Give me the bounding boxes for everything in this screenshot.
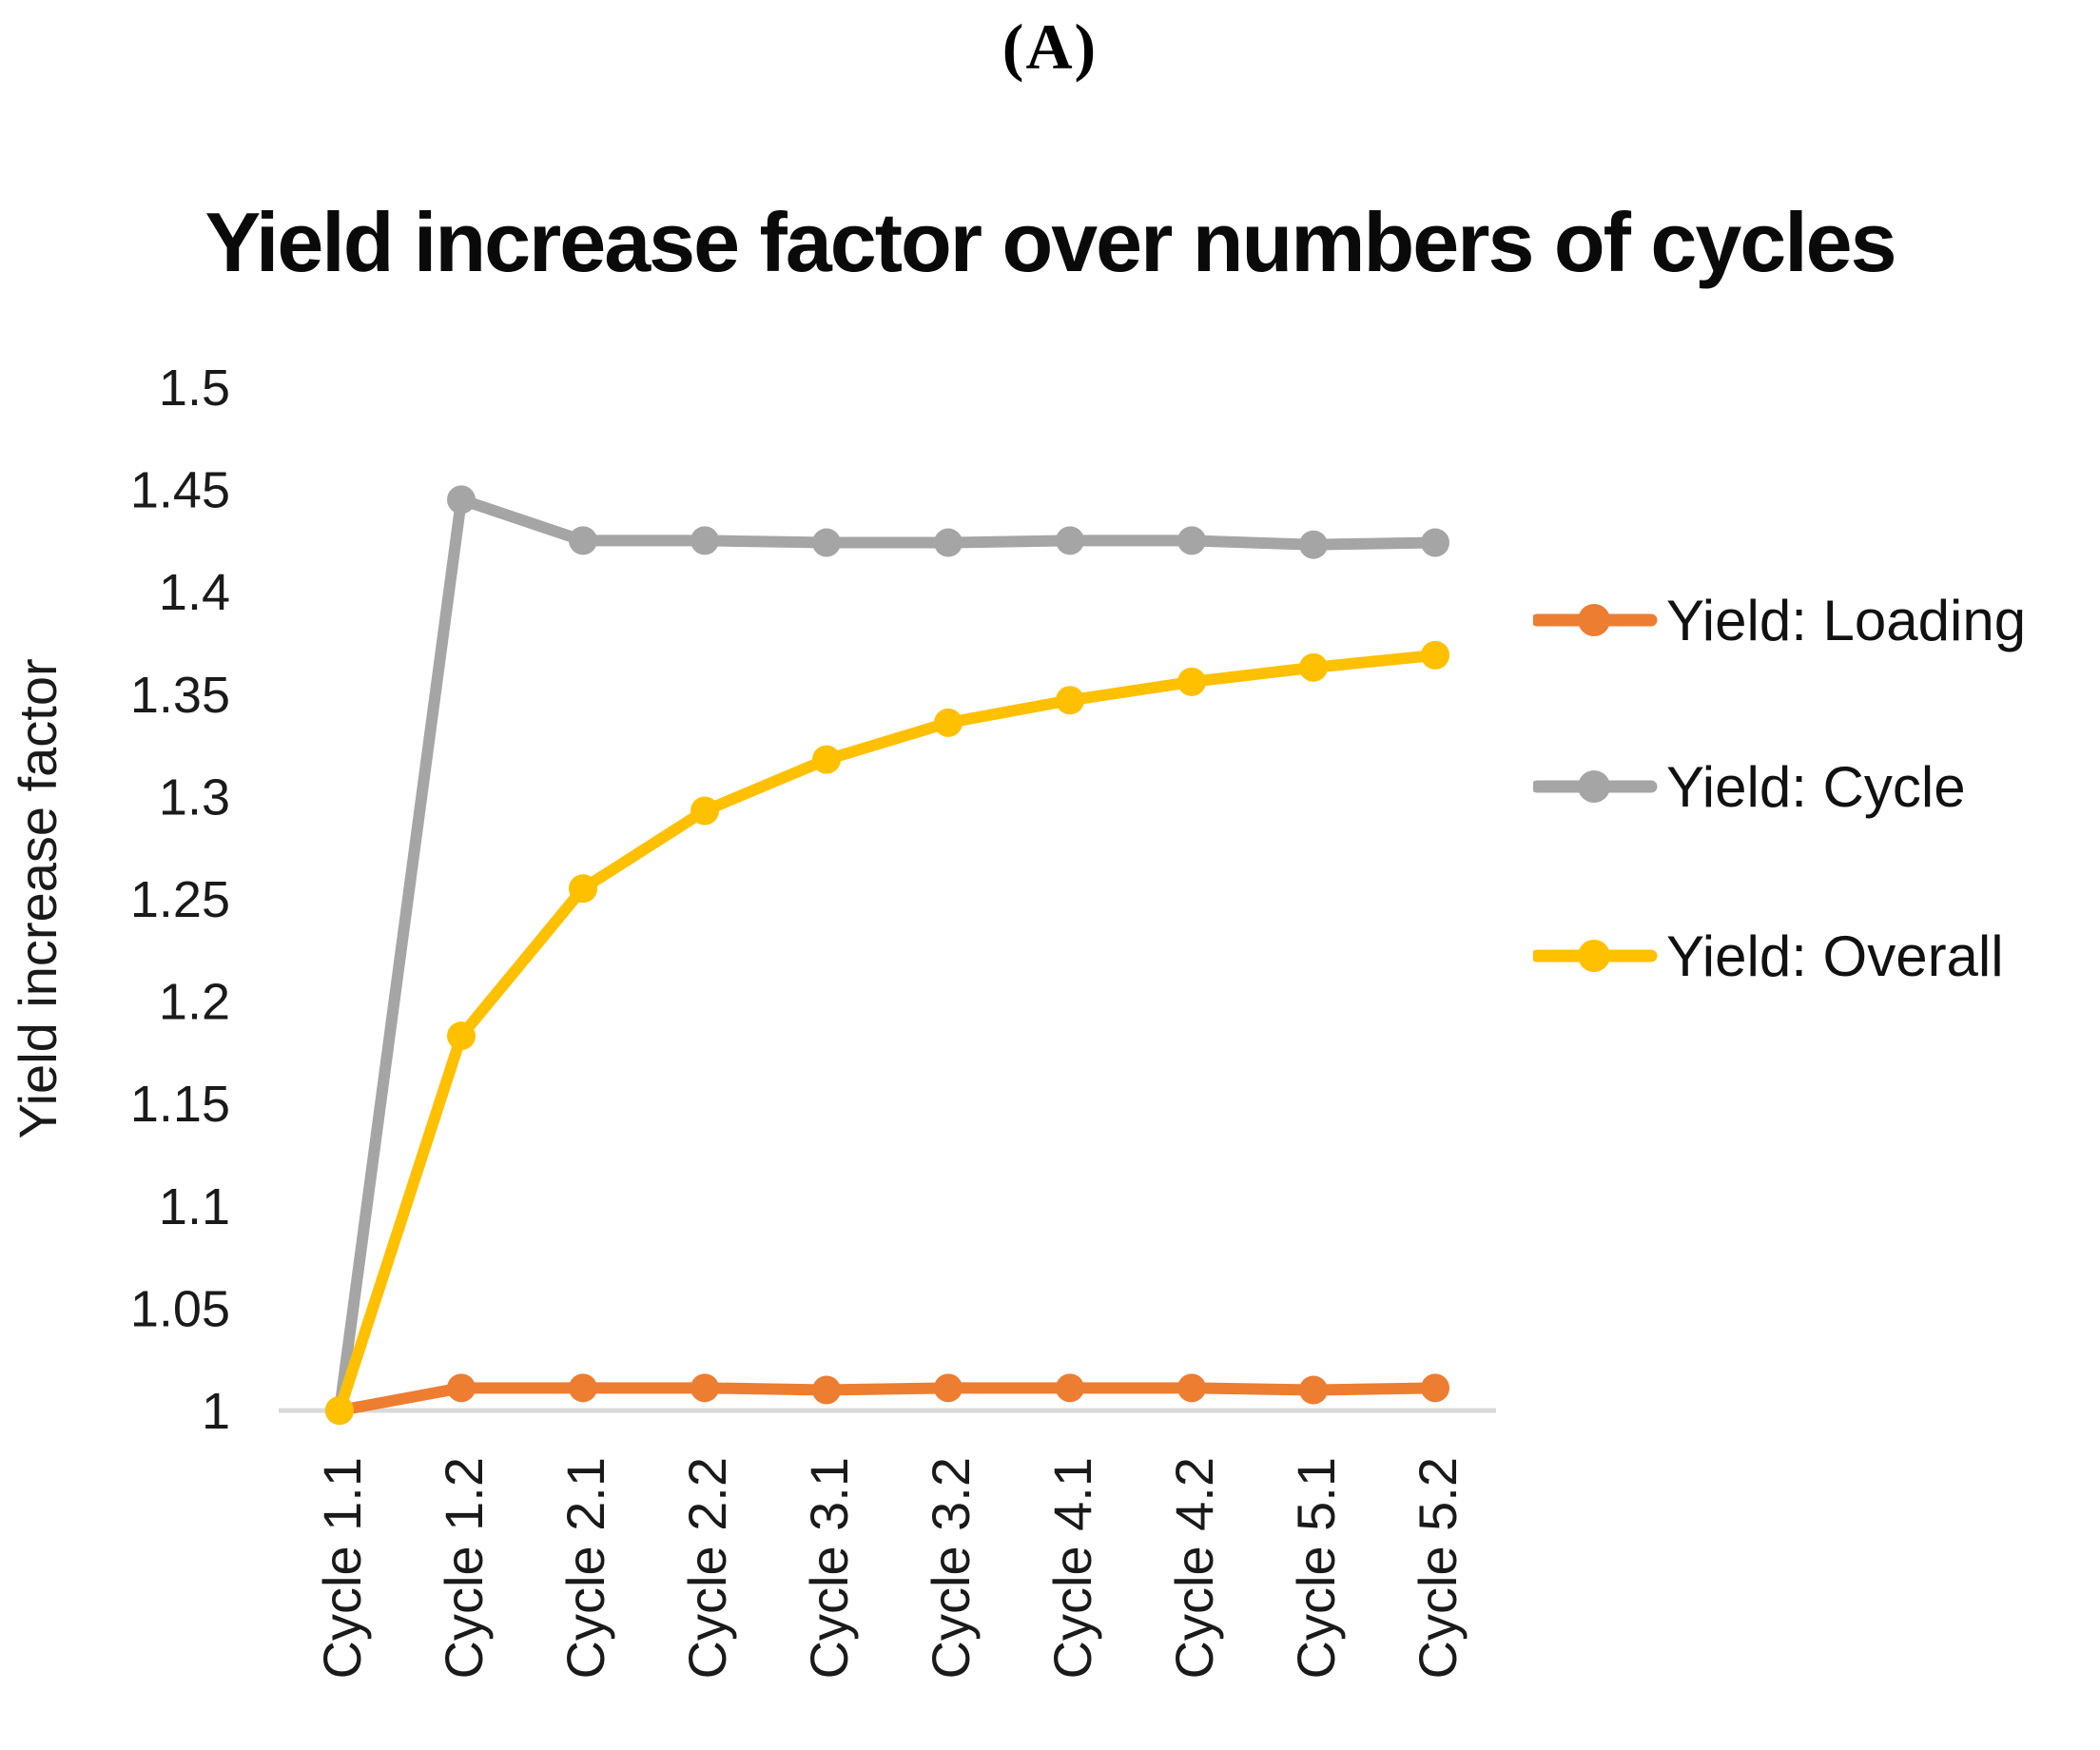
legend-item-yield-overall: Yield: Overall xyxy=(1533,923,2004,989)
series-yield-loading-line xyxy=(334,1382,1441,1416)
series-yield-cycle-marker xyxy=(1177,526,1206,555)
series-yield-cycle-marker xyxy=(812,528,841,557)
y-tick-label: 1.45 xyxy=(130,462,230,519)
y-tick-label: 1.35 xyxy=(130,667,230,724)
series-yield-cycle-marker xyxy=(1299,530,1328,559)
y-tick-label: 1.5 xyxy=(159,360,230,417)
series-yield-cycle-marker xyxy=(447,485,476,515)
x-tick-label: Cycle 5.2 xyxy=(1408,1457,1468,1679)
x-tick-label: Cycle 4.1 xyxy=(1042,1457,1102,1679)
series-yield-loading-marker xyxy=(934,1373,962,1403)
series-yield-loading-marker xyxy=(569,1373,597,1403)
y-tick-label: 1.25 xyxy=(130,871,230,928)
y-tick-label: 1.05 xyxy=(130,1280,230,1337)
series-yield-overall-marker xyxy=(812,745,841,774)
x-tick-label: Cycle 1.1 xyxy=(312,1457,372,1679)
legend-label: Yield: Loading xyxy=(1666,588,2027,652)
legend-swatch-yield-cycle-icon xyxy=(1533,770,1658,803)
series-yield-overall-marker xyxy=(934,708,962,737)
x-tick-label: Cycle 4.2 xyxy=(1164,1457,1224,1679)
series-yield-overall-line xyxy=(334,649,1441,1416)
figure-label: (A) xyxy=(1001,10,1099,83)
series-yield-loading-marker xyxy=(690,1373,719,1403)
series-yield-overall-marker xyxy=(1056,686,1084,715)
y-tick-label: 1.1 xyxy=(159,1178,230,1235)
series-yield-cycle-marker xyxy=(934,528,962,557)
x-tick-label: Cycle 3.2 xyxy=(921,1457,981,1679)
series-yield-cycle-marker xyxy=(1056,526,1084,555)
x-tick-label: Cycle 1.2 xyxy=(434,1457,494,1679)
series-yield-loading-marker xyxy=(1056,1373,1084,1403)
series-yield-cycle-marker xyxy=(690,526,719,555)
x-tick-label: Cycle 2.1 xyxy=(555,1457,615,1679)
y-tick-label: 1 xyxy=(202,1383,230,1440)
legend-swatch-yield-overall-icon xyxy=(1533,940,1658,972)
series-yield-cycle-marker xyxy=(569,526,597,555)
x-tick-label: Cycle 3.1 xyxy=(799,1457,859,1679)
legend-label: Yield: Cycle xyxy=(1666,754,1966,819)
series-yield-cycle-marker xyxy=(1421,528,1449,557)
series-yield-overall-marker xyxy=(447,1021,476,1051)
series-yield-loading-marker xyxy=(1421,1373,1449,1403)
series-yield-overall-marker xyxy=(325,1396,354,1425)
series-yield-loading-marker xyxy=(447,1373,476,1403)
series-yield-overall-marker xyxy=(1421,640,1449,670)
y-tick-label: 1.3 xyxy=(159,768,230,826)
series-yield-overall-marker xyxy=(569,874,597,904)
legend-label: Yield: Overall xyxy=(1666,924,2004,988)
chart-title: Yield increase factor over numbers of cy… xyxy=(204,195,1896,289)
y-tick-label: 1.15 xyxy=(130,1076,230,1133)
series-yield-overall-marker xyxy=(1177,667,1206,696)
legend-item-yield-loading: Yield: Loading xyxy=(1533,587,2026,653)
legend-swatch-yield-loading-icon xyxy=(1533,604,1658,636)
series-yield-loading-marker xyxy=(812,1375,841,1405)
x-tick-label: Cycle 2.2 xyxy=(677,1457,737,1679)
legend-item-yield-cycle: Yield: Cycle xyxy=(1533,753,1966,820)
series-yield-overall-marker xyxy=(1299,652,1328,682)
series-yield-loading-marker xyxy=(1299,1375,1328,1405)
x-tick-label: Cycle 5.1 xyxy=(1286,1457,1346,1679)
y-tick-label: 1.4 xyxy=(159,564,230,621)
series-yield-overall-marker xyxy=(690,796,719,826)
series-yield-cycle-line xyxy=(334,494,1441,1416)
series-yield-loading-marker xyxy=(1177,1373,1206,1403)
y-tick-label: 1.2 xyxy=(159,974,230,1031)
